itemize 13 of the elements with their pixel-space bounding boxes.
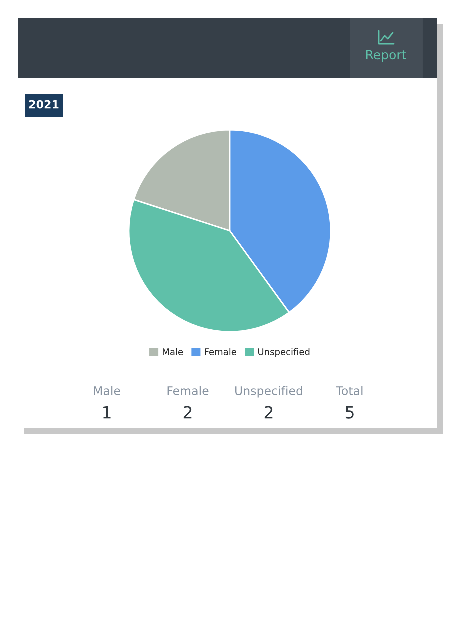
text: Unspecified	[236, 386, 302, 398]
text: Total	[336, 386, 363, 396]
text: Male	[94, 386, 120, 396]
text: Report	[366, 50, 406, 62]
legend-label: Male	[163, 348, 184, 356]
legend-label: Female	[205, 348, 236, 356]
text: 2	[264, 406, 273, 419]
text: Female	[168, 386, 209, 396]
text: 2	[184, 406, 192, 419]
text: 5	[346, 406, 354, 419]
text: 2021	[29, 100, 59, 109]
legend-label: Unspecified	[258, 348, 310, 358]
text: 1	[104, 406, 111, 419]
